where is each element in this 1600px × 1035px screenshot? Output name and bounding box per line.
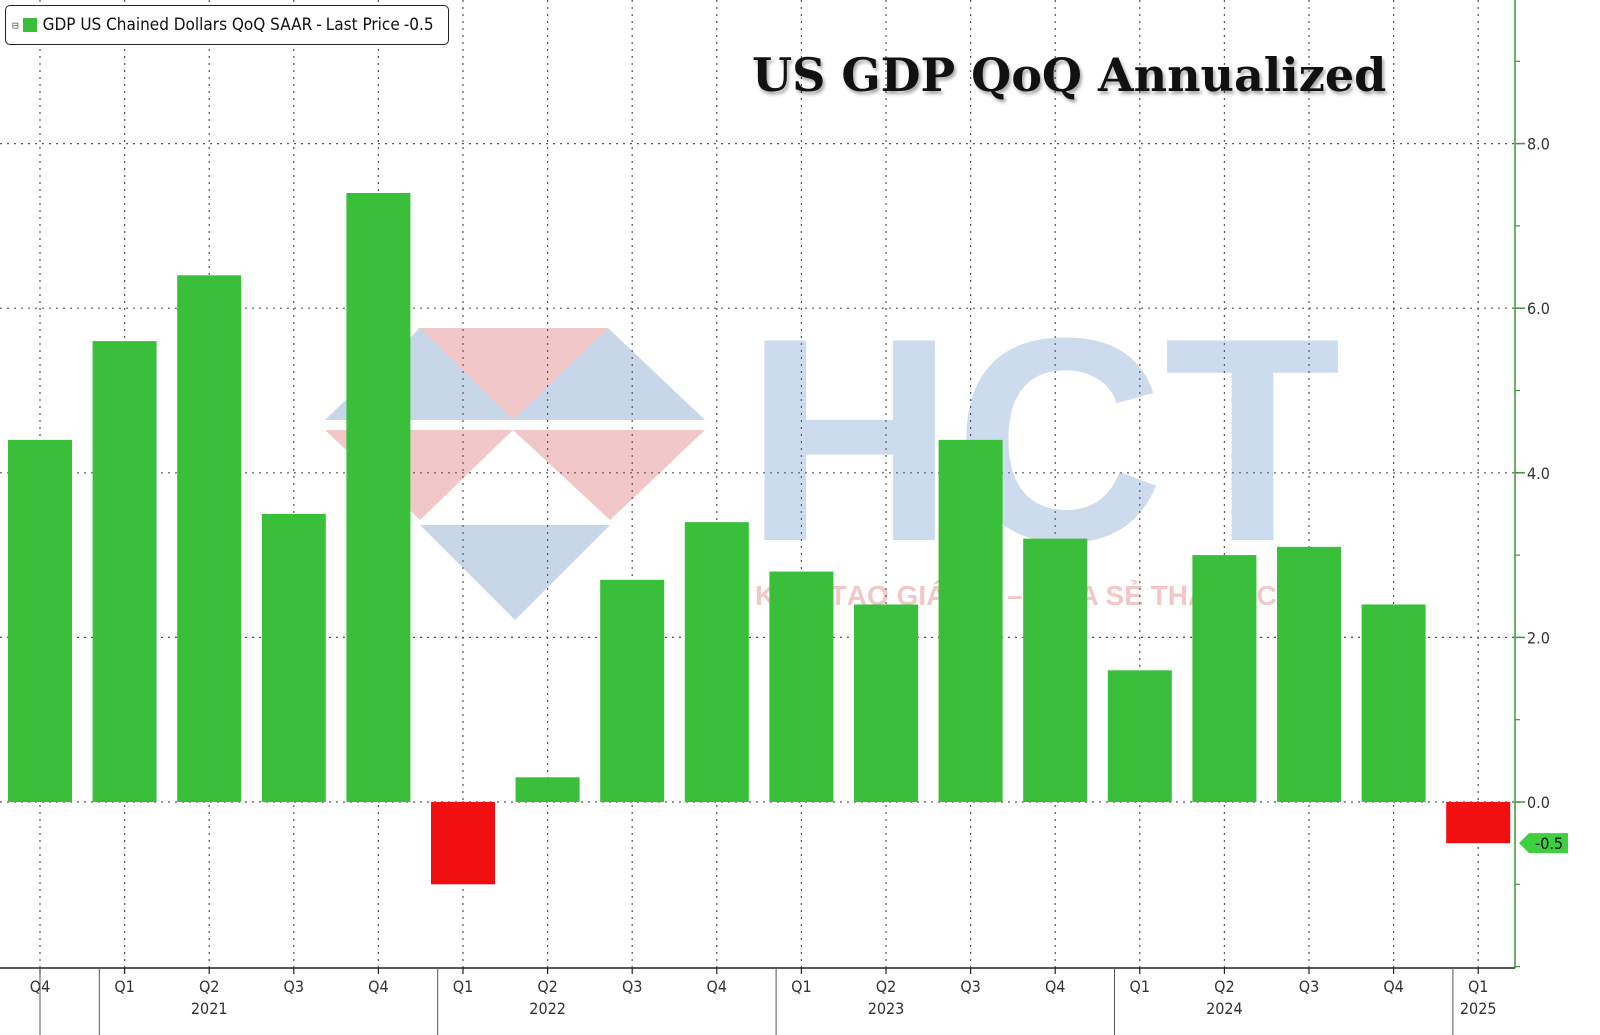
bar-2024-q1 — [1107, 670, 1172, 802]
year-label-2023: 2023 — [868, 999, 905, 1018]
x-tick-label: Q4 — [707, 977, 727, 996]
x-tick-label: Q3 — [960, 977, 980, 996]
bar-2023-q1 — [769, 571, 834, 802]
hct-watermark: HCT KIẾN TẠO GIÁ TRỊ – CHIA SẺ THÀNH CÔN… — [325, 278, 1341, 620]
y-tick-label: 2.0 — [1527, 628, 1550, 647]
legend-label: GDP US Chained Dollars QoQ SAAR - Last Pri… — [43, 15, 438, 35]
x-tick-label: Q4 — [368, 977, 388, 996]
x-tick-label: Q1 — [114, 977, 134, 996]
x-tick-label: Q1 — [453, 977, 473, 996]
watermark-diamond-blue-bottom — [420, 525, 610, 620]
legend-last-price-value: -0.5 — [403, 15, 434, 35]
x-tick-label: Q3 — [622, 977, 642, 996]
bar-2025-q1 — [1446, 802, 1511, 844]
last-price-tag-label: -0.5 — [1535, 834, 1563, 853]
legend-swatch — [22, 18, 37, 32]
bar-2022-q1 — [431, 802, 495, 885]
x-tick-label: Q2 — [1214, 977, 1234, 996]
bar-2021-q1 — [92, 341, 157, 802]
last-price-tag — [1519, 833, 1568, 854]
chart-title: US GDP QoQ Annualized — [752, 48, 1387, 102]
bar-2022-q4 — [684, 522, 749, 802]
watermark-diamond-blue-right — [513, 328, 705, 420]
x-axis: Q4 Q1 Q2 Q3 Q4 Q1 Q2 Q3 Q4 Q1 Q2 Q3 Q4 Q1 Q2 Q3 Q4 Q12021… — [0, 967, 1515, 1035]
watermark-diamond-red-top — [418, 328, 608, 420]
bar-2023-q4 — [1023, 538, 1088, 802]
x-tick-label: Q1 — [791, 977, 811, 996]
x-tick-label: Q4 — [1383, 977, 1403, 996]
bar-2021-q4 — [346, 192, 411, 803]
y-axis: 8.0 6.0 4.0 2.0 0.0 -0.5 — [1514, 0, 1568, 968]
bars — [8, 192, 1511, 885]
bar-2024-q2 — [1192, 555, 1257, 802]
x-tick-label: Q1 — [1130, 977, 1150, 996]
gridlines — [0, 0, 1515, 968]
year-label-2022: 2022 — [529, 999, 566, 1018]
x-tick-label: Q4 — [1045, 977, 1065, 996]
legend[interactable]: ⊟ GDP US Chained Dollars QoQ SAAR - Last P… — [5, 5, 449, 45]
x-tick-label: Q2 — [199, 977, 219, 996]
bar-2021-q3 — [261, 513, 326, 802]
year-label-2025: 2025 — [1460, 999, 1497, 1018]
bar-2022-q3 — [600, 579, 665, 802]
x-tick-label: Q2 — [537, 977, 557, 996]
legend-collapse-icon[interactable]: ⊟ — [12, 18, 19, 32]
bar-2020-q4 — [8, 439, 72, 802]
bar-2023-q3 — [938, 439, 1003, 802]
legend-separator: - — [316, 15, 322, 35]
x-tick-label: Q3 — [1299, 977, 1319, 996]
y-tick-label: 8.0 — [1527, 135, 1550, 154]
legend-last-price-label: Last Price — [325, 15, 400, 35]
y-tick-label: 6.0 — [1527, 299, 1550, 318]
year-label-2024: 2024 — [1206, 999, 1243, 1018]
bar-2022-q2 — [515, 777, 580, 802]
y-tick-label: 4.0 — [1527, 464, 1550, 483]
legend-series-name: GDP US Chained Dollars QoQ SAAR — [42, 15, 313, 35]
year-label-2021: 2021 — [191, 999, 228, 1018]
x-tick-label: Q3 — [284, 977, 304, 996]
bar-2024-q4 — [1361, 604, 1426, 802]
bar-2023-q2 — [854, 604, 918, 802]
y-tick-label: 0.0 — [1527, 793, 1550, 812]
bar-2021-q2 — [177, 275, 242, 802]
x-tick-label: Q2 — [876, 977, 896, 996]
x-tick-label: Q1 — [1468, 977, 1488, 996]
watermark-diamond-red-right — [513, 430, 705, 520]
bar-2024-q3 — [1277, 546, 1341, 802]
